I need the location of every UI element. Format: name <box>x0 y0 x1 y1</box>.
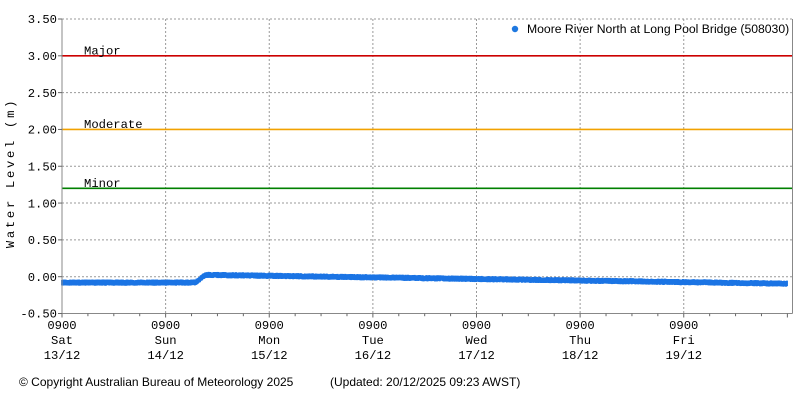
svg-text:3.00: 3.00 <box>28 50 57 64</box>
svg-text:2.00: 2.00 <box>28 124 57 138</box>
svg-text:Sat: Sat <box>51 334 73 348</box>
svg-text:0900: 0900 <box>462 319 491 333</box>
svg-text:17/12: 17/12 <box>458 349 495 363</box>
svg-text:1.50: 1.50 <box>28 160 57 174</box>
svg-text:0.50: 0.50 <box>28 234 57 248</box>
svg-text:Mon: Mon <box>258 334 280 348</box>
svg-text:3.50: 3.50 <box>28 13 57 27</box>
svg-text:Wed: Wed <box>466 334 488 348</box>
svg-text:0.00: 0.00 <box>28 271 57 285</box>
svg-text:18/12: 18/12 <box>562 349 599 363</box>
svg-text:14/12: 14/12 <box>147 349 184 363</box>
svg-text:Minor: Minor <box>84 177 121 191</box>
svg-text:Thu: Thu <box>569 334 591 348</box>
svg-text:1.00: 1.00 <box>28 197 57 211</box>
svg-text:Sun: Sun <box>155 334 177 348</box>
svg-text:Moore River North at Long Pool: Moore River North at Long Pool Bridge (5… <box>527 22 789 36</box>
svg-text:Tue: Tue <box>362 334 384 348</box>
svg-text:0900: 0900 <box>565 319 594 333</box>
svg-text:0900: 0900 <box>47 319 76 333</box>
svg-text:Moderate: Moderate <box>84 118 143 132</box>
svg-text:0900: 0900 <box>358 319 387 333</box>
svg-text:13/12: 13/12 <box>44 349 81 363</box>
svg-text:Major: Major <box>84 44 121 58</box>
svg-text:0900: 0900 <box>151 319 180 333</box>
svg-text:16/12: 16/12 <box>355 349 392 363</box>
svg-text:19/12: 19/12 <box>665 349 702 363</box>
svg-text:0900: 0900 <box>255 319 284 333</box>
svg-text:15/12: 15/12 <box>251 349 288 363</box>
svg-text:0900: 0900 <box>669 319 698 333</box>
svg-text:Fri: Fri <box>673 334 695 348</box>
svg-text:2.50: 2.50 <box>28 87 57 101</box>
